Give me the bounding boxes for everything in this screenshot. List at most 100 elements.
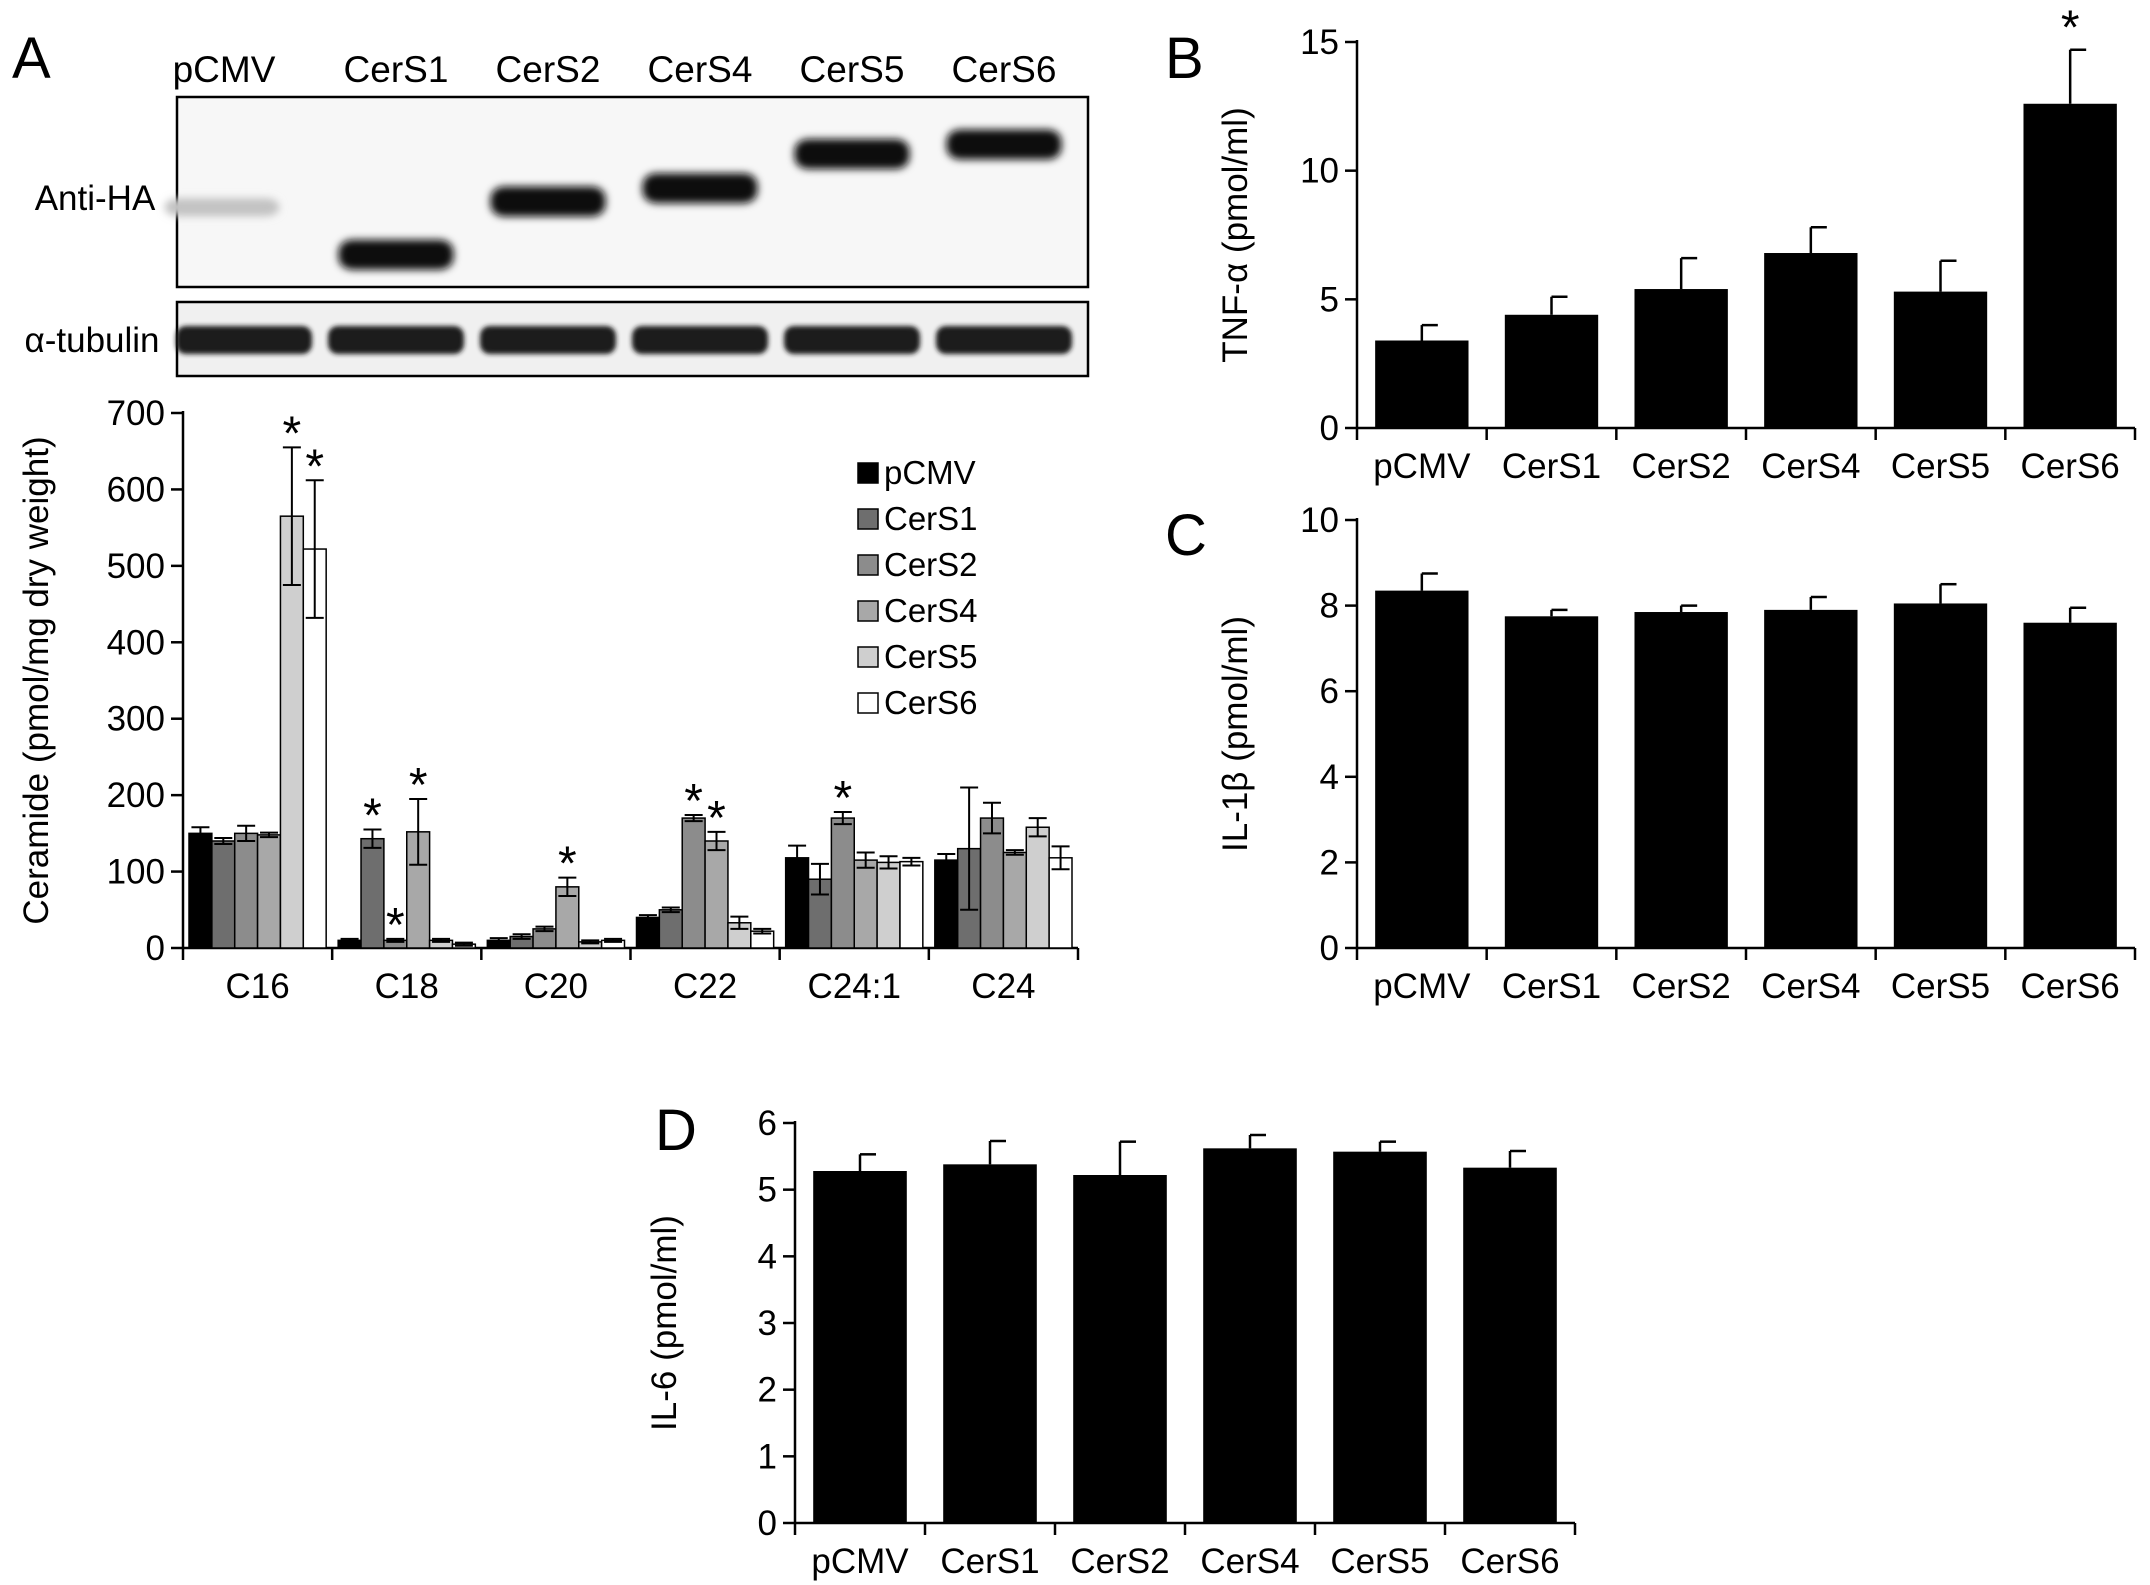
significance-marker: * — [305, 440, 324, 493]
bar-cers6 — [2023, 103, 2117, 428]
band-anti-ha-pcmv — [164, 198, 280, 217]
bar-cers4 — [1764, 609, 1858, 948]
band-tubulin-cers1 — [328, 326, 464, 354]
legend-label-pcmv: pCMV — [884, 454, 976, 491]
bar-cers2 — [1073, 1175, 1167, 1523]
category-label-cers2: CerS2 — [1632, 447, 1731, 486]
band-anti-ha-cers2 — [490, 186, 606, 217]
legend-label-cers6: CerS6 — [884, 684, 978, 721]
panel-letter-c: C — [1165, 503, 1207, 568]
bar-pcmv — [1375, 340, 1469, 428]
bar-cers1-c18 — [360, 837, 385, 949]
bar-cers6-c24 — [1048, 857, 1073, 949]
bar-cers4 — [1764, 253, 1858, 428]
y-tick-label: 600 — [107, 470, 165, 509]
y-tick-label: 500 — [107, 547, 165, 586]
y-tick-label: 5 — [1320, 280, 1339, 319]
y-tick-label: 6 — [758, 1104, 777, 1143]
significance-marker: * — [283, 407, 302, 460]
legend-swatch-cers6 — [857, 692, 879, 714]
category-label-cers1: CerS1 — [1502, 967, 1601, 1006]
band-anti-ha-cers1 — [338, 239, 454, 270]
y-tick-label: 6 — [1320, 672, 1339, 711]
bar-cers1-c22 — [658, 909, 683, 949]
band-anti-ha-cers5 — [794, 139, 910, 169]
y-axis-title: IL-1β (pmol/ml) — [1216, 616, 1255, 852]
category-label-pcmv: pCMV — [1373, 447, 1471, 486]
category-label-cers4: CerS4 — [1200, 1542, 1299, 1581]
category-label-cers6: CerS6 — [1460, 1542, 1559, 1581]
category-label-c20: C20 — [524, 967, 588, 1006]
y-tick-label: 400 — [107, 623, 165, 662]
significance-marker: * — [363, 790, 382, 843]
bar-cers6 — [1463, 1167, 1557, 1523]
lane-label-cers4: CerS4 — [648, 49, 753, 90]
chart-a: 0 100 200 300 400 500 600 700 C16 C18 C20 C22 C24:1 C… — [17, 394, 1080, 1006]
lane-label-cers5: CerS5 — [800, 49, 905, 90]
y-tick-label: 0 — [1320, 929, 1339, 968]
y-axis-title: TNF-α (pmol/ml) — [1216, 107, 1255, 362]
significance-marker: * — [2061, 2, 2080, 55]
category-label-cers1: CerS1 — [1502, 447, 1601, 486]
legend-swatch-pcmv — [857, 462, 879, 484]
category-label-cers2: CerS2 — [1632, 967, 1731, 1006]
bar-cers5-c24-1 — [876, 861, 901, 949]
y-tick-label: 4 — [758, 1237, 777, 1276]
y-axis-title: Ceramide (pmol/mg dry weight) — [17, 436, 56, 924]
category-label-cers6: CerS6 — [2021, 447, 2120, 486]
bar-pcmv-c16 — [188, 832, 213, 949]
bar-cers2-c24 — [979, 817, 1005, 949]
y-tick-label: 300 — [107, 700, 165, 739]
band-tubulin-cers2 — [480, 326, 616, 354]
bar-cers2 — [1634, 612, 1728, 948]
y-tick-label: 2 — [1320, 843, 1339, 882]
bar-cers1-c16 — [211, 840, 236, 949]
bar-cers1 — [943, 1164, 1037, 1523]
bar-cers1 — [1504, 616, 1599, 948]
y-tick-label: 700 — [107, 394, 165, 433]
y-tick-label: 10 — [1300, 501, 1339, 540]
band-anti-ha-cers4 — [642, 173, 758, 204]
bar-pcmv-c24 — [934, 859, 959, 949]
category-label-c18: C18 — [375, 967, 439, 1006]
y-tick-label: 15 — [1300, 23, 1339, 62]
band-anti-ha-cers6 — [946, 129, 1062, 160]
y-tick-label: 0 — [146, 929, 165, 968]
category-label-cers4: CerS4 — [1761, 967, 1860, 1006]
bar-cers5-c24 — [1025, 826, 1050, 949]
legend-swatch-cers4 — [857, 600, 879, 622]
bar-cers5 — [1333, 1151, 1427, 1523]
y-tick-label: 200 — [107, 776, 165, 815]
chart-d: 0 1 2 3 4 5 6 pCMV CerS1 CerS2 CerS4 CerS5 CerS6 IL-6… — [645, 1104, 1577, 1581]
category-label-cers2: CerS2 — [1070, 1542, 1169, 1581]
category-label-cers5: CerS5 — [1891, 967, 1990, 1006]
blot-row-label-anti-ha: Anti-HA — [35, 179, 156, 218]
bar-pcmv — [813, 1171, 907, 1523]
bar-cers4-c24-1 — [853, 859, 878, 949]
bar-cers6-c24-1 — [899, 860, 924, 949]
bar-cers4 — [1203, 1148, 1297, 1523]
chart-b: 0 5 10 15 pCMV CerS1 CerS2 CerS4 CerS5 CerS6 TNF-α… — [1216, 2, 2137, 486]
y-tick-label: 0 — [1320, 409, 1339, 448]
band-tubulin-cers6 — [936, 326, 1072, 354]
bar-cers1 — [1504, 314, 1599, 428]
bar-cers4-c22 — [704, 840, 729, 949]
legend-swatch-cers1 — [857, 508, 879, 530]
y-tick-label: 3 — [758, 1304, 777, 1343]
band-tubulin-pcmv — [176, 326, 312, 354]
bar-pcmv — [1375, 590, 1469, 948]
category-label-pcmv: pCMV — [811, 1542, 909, 1581]
lane-label-cers1: CerS1 — [344, 49, 449, 90]
lane-label-cers6: CerS6 — [952, 49, 1057, 90]
blot-frame-anti-ha — [175, 95, 1090, 289]
category-label-c24-1: C24:1 — [808, 967, 901, 1006]
bar-pcmv-c22 — [635, 916, 661, 949]
y-tick-label: 8 — [1320, 587, 1339, 626]
panel-letter-a: A — [12, 26, 51, 91]
panel-letter-b: B — [1165, 26, 1204, 91]
bar-cers4-c16 — [256, 834, 282, 949]
category-label-cers5: CerS5 — [1891, 447, 1990, 486]
category-label-cers6: CerS6 — [2021, 967, 2120, 1006]
legend-swatch-cers2 — [857, 554, 879, 576]
category-label-c16: C16 — [225, 967, 289, 1006]
